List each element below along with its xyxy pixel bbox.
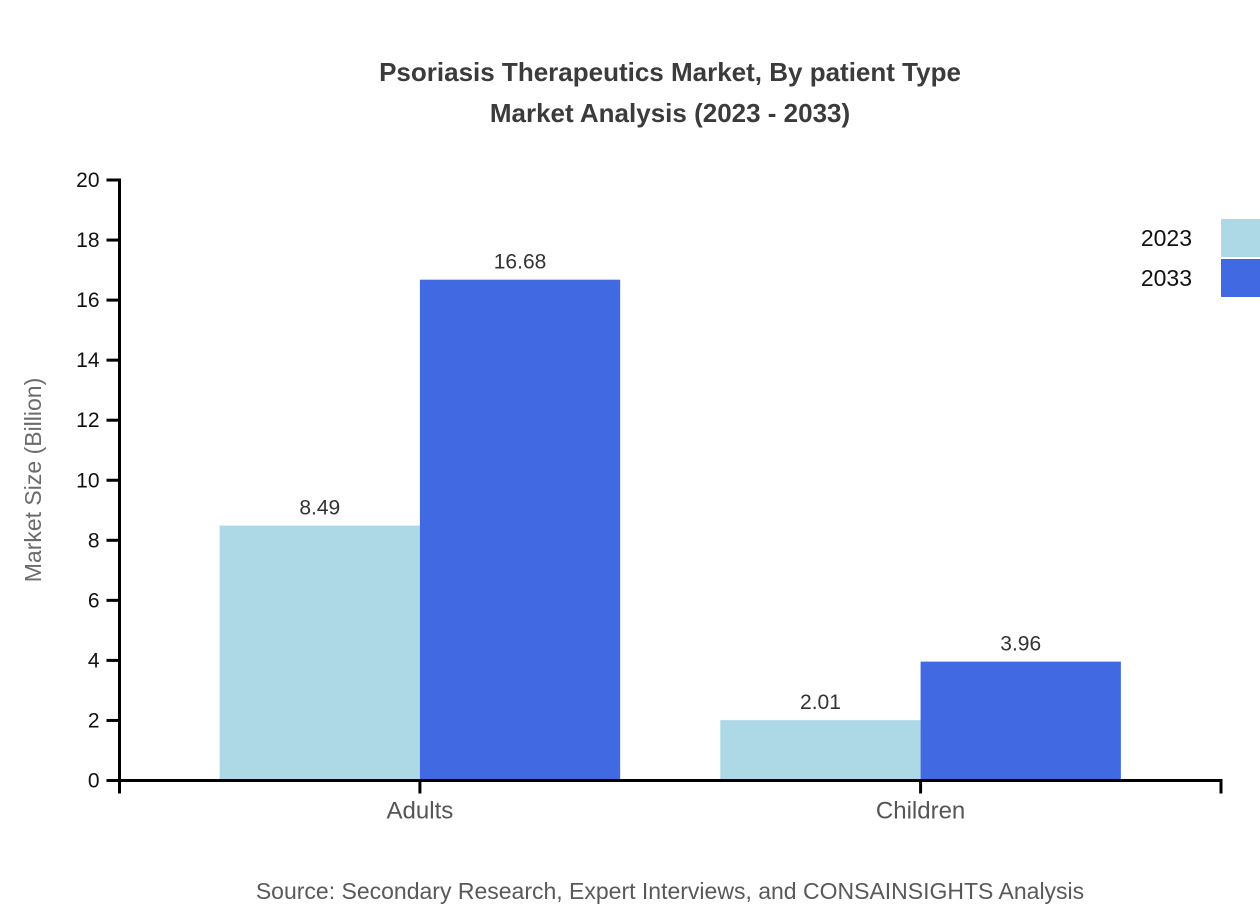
y-axis-tick-label: 0 [88, 770, 100, 793]
source-note: Source: Secondary Research, Expert Inter… [255, 878, 1085, 904]
y-axis-tick-label: 8 [88, 529, 100, 552]
legend-label-2033: 2033 [1140, 264, 1192, 291]
legend-item-2023: 2023 [1141, 219, 1260, 257]
y-axis-tick-label: 2 [88, 709, 100, 732]
y-axis-tick-label: 6 [88, 589, 100, 612]
legend-label-2023: 2023 [1140, 224, 1192, 251]
bar-value-label: 2.01 [800, 691, 841, 714]
y-axis-tick-label: 12 [76, 409, 99, 432]
y-axis-tick-label: 4 [88, 649, 100, 672]
legend-item-2033: 2033 [1141, 259, 1260, 297]
bar-value-label: 16.68 [494, 251, 547, 274]
y-axis-tick-label: 18 [76, 229, 99, 252]
legend-swatch-2023 [1221, 219, 1260, 257]
x-axis-category-label: Children [876, 798, 965, 825]
bar-children-2033 [920, 661, 1121, 781]
y-axis-tick-label: 10 [76, 469, 99, 492]
bar-value-label: 3.96 [1000, 633, 1041, 656]
y-axis-line [106, 178, 121, 782]
bar-adults-2033 [419, 279, 621, 781]
chart-title-line2: Market Analysis (2023 - 2033) [489, 98, 851, 128]
legend-swatch-2033 [1221, 259, 1260, 297]
x-axis-line [118, 779, 1223, 794]
chart-title: Psoriasis Therapeutics Market, By patien… [80, 52, 1260, 134]
y-axis-tick-label: 16 [76, 289, 99, 312]
bar-value-label: 8.49 [299, 497, 340, 520]
bar-children-2023 [720, 720, 921, 781]
y-axis-tick-label: 20 [76, 169, 99, 192]
y-axis-tick-label: 14 [76, 349, 100, 372]
chart-title-line1: Psoriasis Therapeutics Market, By patien… [379, 57, 961, 87]
legend: 2023 2033 [1141, 219, 1260, 299]
bar-adults-2023 [219, 525, 420, 781]
x-axis-category-label: Adults [387, 798, 454, 825]
